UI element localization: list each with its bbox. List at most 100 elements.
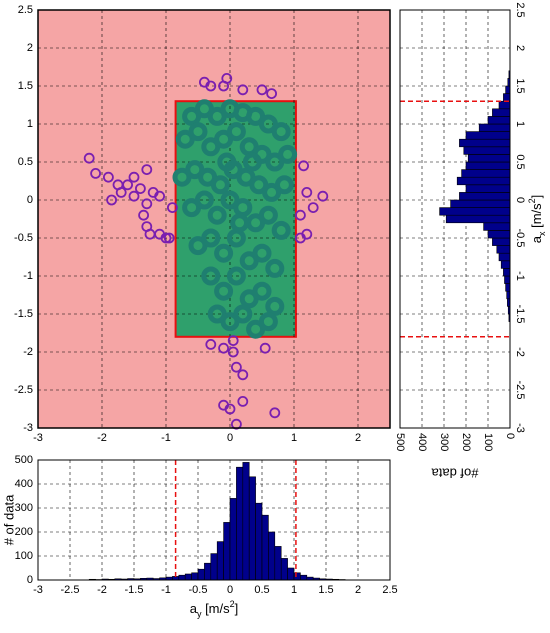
y-tick-label: -2 (514, 347, 526, 357)
histogram-bar (191, 572, 199, 581)
y-tick-label: 1 (27, 118, 33, 130)
scatter-point (237, 369, 249, 381)
label-part: 2 (527, 198, 537, 203)
y-tick-label: -0.5 (514, 229, 526, 248)
histogram-bar (505, 85, 511, 94)
y-tick-label: -3 (23, 422, 33, 434)
histogram-bar (487, 230, 511, 239)
scatter-point (141, 164, 153, 176)
histogram-bar (459, 192, 511, 201)
x-tick-label: 2 (355, 432, 361, 444)
histogram-bar (439, 207, 511, 216)
scatter-point (128, 190, 140, 202)
histogram-bar (505, 283, 511, 292)
y-tick-label: 0 (27, 194, 33, 206)
scatter-point (271, 220, 291, 240)
x-tick-label: -2.5 (61, 584, 80, 596)
scatter-point (115, 186, 127, 198)
x-tick-label: 0 (504, 433, 516, 439)
scatter-point (265, 152, 285, 172)
histogram-bar (465, 131, 511, 140)
label-part: x (537, 231, 547, 236)
histogram-bar (300, 574, 308, 581)
histogram-bar (248, 476, 256, 581)
scatter-point (134, 183, 146, 195)
y-tick-label: 2.5 (514, 2, 526, 17)
scatter-point (83, 152, 95, 164)
histogram-bar (178, 574, 186, 581)
y-tick-label: -3 (514, 423, 526, 433)
scatter-point (194, 190, 214, 210)
scatter-point (175, 129, 195, 149)
histogram-bar (261, 514, 269, 581)
x-tick-label: -3 (33, 584, 43, 596)
scatter-point (182, 198, 202, 218)
x-tick-label: 300 (438, 433, 450, 451)
x-axis-label: ay [m/s2] (190, 599, 239, 619)
x-axis-label: #of data (431, 466, 479, 481)
label-part: [m/s (201, 601, 230, 616)
histogram-bar (229, 498, 237, 581)
scatter-point (237, 395, 249, 407)
y-tick-label: 200 (15, 526, 33, 538)
scatter-point (207, 106, 227, 126)
y-tick-label: 300 (15, 502, 33, 514)
y-tick-label: -1.5 (14, 308, 33, 320)
x-tick-label: 100 (482, 433, 494, 451)
scatter-point (271, 122, 291, 142)
scatter-point (262, 182, 282, 202)
y-tick-label: 2.5 (18, 4, 33, 16)
scatter-point (122, 179, 133, 191)
y-axis-label: # of data (1, 494, 16, 545)
scatter-point (278, 144, 298, 164)
scatter-point (258, 205, 278, 225)
scatter-point (230, 361, 242, 373)
scatter-point (237, 84, 249, 96)
scatter-point (205, 338, 217, 350)
y-tick-label: -2.5 (514, 381, 526, 400)
histogram-bar (184, 573, 192, 581)
scatter-point (166, 202, 178, 214)
y-tick-label: 2 (514, 45, 526, 51)
scatter-point (214, 129, 234, 149)
histogram-bar (478, 123, 511, 132)
scatter-point (154, 190, 166, 202)
scatter-point (227, 335, 239, 347)
scatter-point (252, 243, 272, 263)
scatter-point (230, 213, 250, 233)
histogram-bar (242, 462, 250, 581)
scatter-point (141, 198, 153, 210)
scatter-point (218, 342, 230, 354)
histogram-bar (504, 275, 511, 284)
histogram-bar (216, 541, 224, 581)
y-tick-label: 400 (15, 478, 33, 490)
label-part: ] (529, 195, 544, 199)
y-tick-label: 500 (15, 454, 33, 466)
x-tick-label: -1 (161, 584, 171, 596)
x-tick-label: -0.5 (189, 584, 208, 596)
scatter-point (217, 152, 237, 172)
y-tick-label: -2 (23, 346, 33, 358)
histogram-bar (255, 502, 263, 581)
y-tick-label: 0.5 (18, 156, 33, 168)
scatter-point (265, 258, 285, 278)
scatter-point (249, 175, 269, 195)
scatter-point (298, 160, 310, 172)
histogram-bar (450, 199, 511, 208)
scatter-point (242, 152, 262, 172)
histogram-bar (236, 466, 244, 581)
scatter-point (224, 403, 236, 415)
histogram-bar (287, 567, 295, 581)
scatter-point (163, 232, 175, 244)
y-tick-label: -2.5 (14, 384, 33, 396)
scatter-point (294, 232, 306, 244)
x-tick-label: 0 (227, 584, 233, 596)
scatter-point (90, 167, 101, 179)
histogram-bar (503, 93, 511, 102)
scatter-point (106, 194, 117, 206)
histogram-bar (498, 100, 511, 110)
scatter-point (207, 304, 227, 324)
histogram-bar (496, 245, 511, 254)
y-tick-label: 0 (514, 197, 526, 203)
histogram-bar (461, 169, 511, 178)
